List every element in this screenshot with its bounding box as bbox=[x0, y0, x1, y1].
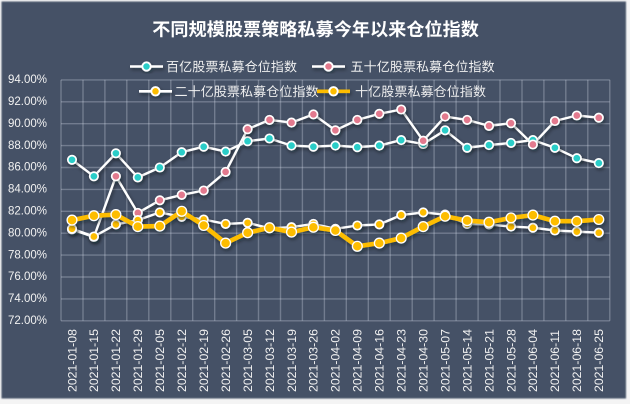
svg-text:2021-04-30: 2021-04-30 bbox=[417, 329, 431, 392]
svg-text:2021-03-26: 2021-03-26 bbox=[307, 329, 321, 392]
svg-text:2021-03-05: 2021-03-05 bbox=[241, 329, 255, 392]
svg-text:2021-06-11: 2021-06-11 bbox=[548, 330, 562, 392]
svg-text:72.00%: 72.00% bbox=[8, 315, 47, 327]
svg-text:2021-06-04: 2021-06-04 bbox=[526, 329, 540, 392]
svg-text:2021-04-23: 2021-04-23 bbox=[395, 329, 409, 392]
svg-text:2021-06-25: 2021-06-25 bbox=[592, 329, 606, 392]
svg-text:78.00%: 78.00% bbox=[8, 249, 47, 261]
svg-text:2021-05-21: 2021-05-21 bbox=[482, 329, 496, 392]
svg-text:2021-06-18: 2021-06-18 bbox=[570, 329, 584, 392]
svg-text:2021-03-19: 2021-03-19 bbox=[285, 329, 299, 392]
svg-text:2021-01-22: 2021-01-22 bbox=[109, 329, 123, 392]
svg-text:86.00%: 86.00% bbox=[8, 162, 47, 174]
svg-text:2021-04-16: 2021-04-16 bbox=[373, 329, 387, 392]
svg-text:2021-05-14: 2021-05-14 bbox=[460, 329, 474, 392]
svg-text:2021-02-05: 2021-02-05 bbox=[153, 329, 167, 392]
svg-text:2021-05-28: 2021-05-28 bbox=[504, 329, 518, 392]
svg-text:2021-01-29: 2021-01-29 bbox=[131, 329, 145, 392]
svg-text:2021-02-19: 2021-02-19 bbox=[197, 329, 211, 392]
svg-text:2021-03-12: 2021-03-12 bbox=[263, 329, 277, 392]
svg-text:80.00%: 80.00% bbox=[8, 227, 47, 239]
svg-text:90.00%: 90.00% bbox=[8, 118, 47, 130]
svg-text:74.00%: 74.00% bbox=[8, 293, 47, 305]
svg-text:2021-01-08: 2021-01-08 bbox=[65, 329, 79, 392]
svg-text:2021-02-26: 2021-02-26 bbox=[219, 329, 233, 392]
svg-text:82.00%: 82.00% bbox=[8, 206, 47, 218]
svg-text:2021-04-09: 2021-04-09 bbox=[351, 329, 365, 392]
svg-text:2021-02-12: 2021-02-12 bbox=[175, 329, 189, 392]
svg-text:92.00%: 92.00% bbox=[8, 96, 47, 108]
svg-text:88.00%: 88.00% bbox=[8, 140, 47, 152]
svg-text:2021-04-02: 2021-04-02 bbox=[329, 329, 343, 392]
svg-text:84.00%: 84.00% bbox=[8, 184, 47, 196]
svg-text:94.00%: 94.00% bbox=[8, 74, 47, 86]
svg-text:2021-05-07: 2021-05-07 bbox=[438, 329, 452, 392]
svg-text:76.00%: 76.00% bbox=[8, 271, 47, 283]
svg-text:2021-01-15: 2021-01-15 bbox=[87, 329, 101, 392]
